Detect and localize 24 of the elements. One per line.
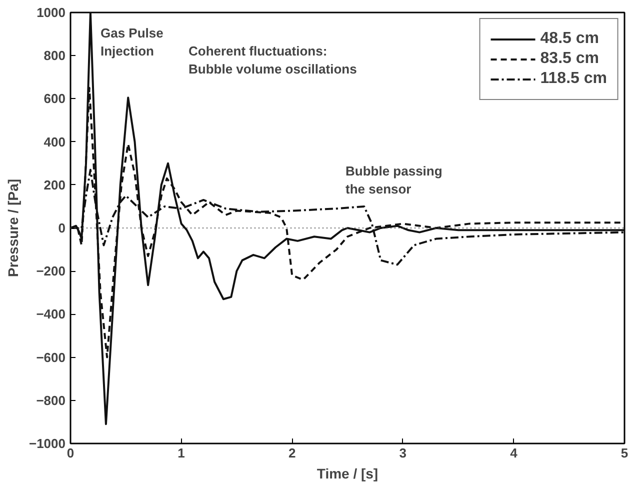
- y-axis-title: Pressure / [Pa]: [4, 178, 21, 278]
- x-tick-label: 3: [399, 446, 407, 460]
- legend-label: 118.5 cm: [540, 70, 607, 88]
- y-tick-label: −600: [36, 350, 66, 365]
- y-tick-label: 400: [44, 134, 66, 150]
- y-tick-label: −1000: [28, 436, 66, 451]
- y-tick-label: 800: [44, 48, 66, 64]
- x-tick-label: 2: [288, 446, 296, 460]
- y-tick-label: −200: [36, 264, 66, 279]
- legend-label: 83.5 cm: [540, 50, 599, 68]
- y-tick-label: 1000: [36, 5, 66, 20]
- x-tick-label: 4: [510, 446, 518, 460]
- x-tick-label: 5: [620, 446, 628, 460]
- y-tick-label: −400: [36, 306, 66, 322]
- annotation: Bubble passing the sensor: [346, 164, 442, 196]
- x-axis-title: Time / [s]: [316, 466, 378, 482]
- y-tick-label: 0: [58, 220, 66, 236]
- y-tick-label: −800: [36, 392, 66, 408]
- annotation: Coherent fluctuations: Bubble volume oscillations: [188, 44, 357, 76]
- legend-label: 48.5 cm: [540, 30, 599, 48]
- annotation: Gas Pulse Injection: [100, 26, 164, 58]
- y-tick-label: 600: [44, 91, 66, 106]
- y-tick-label: 200: [44, 177, 66, 192]
- x-tick-label: 1: [178, 446, 185, 460]
